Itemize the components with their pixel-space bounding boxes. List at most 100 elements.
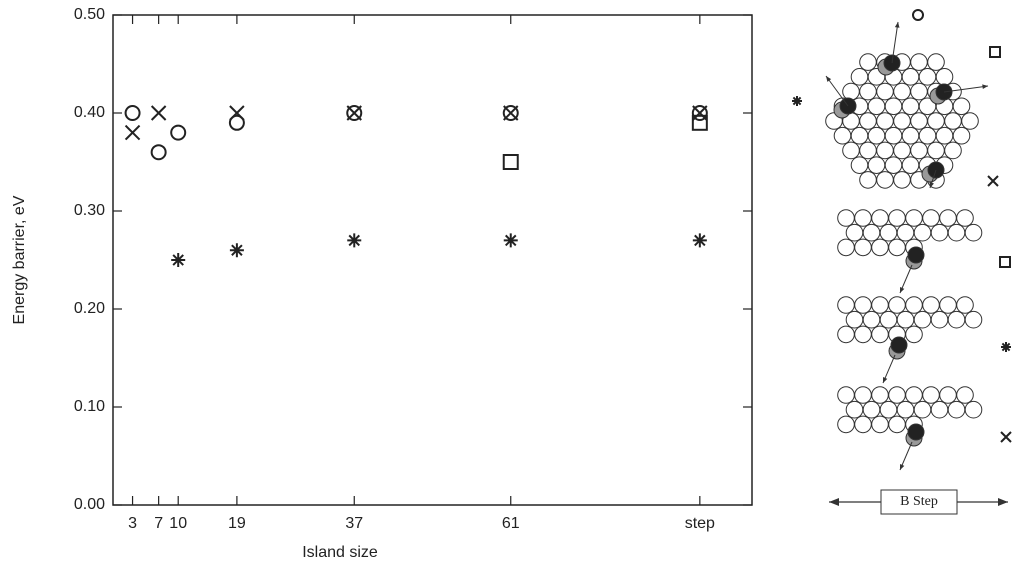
hop-arrow	[891, 21, 899, 64]
y-tick-label: 0.00	[74, 496, 105, 513]
atom	[837, 325, 855, 344]
cross-marker	[503, 105, 519, 121]
atom	[888, 209, 906, 227]
x-axis-title: Island size	[302, 544, 378, 561]
atom	[837, 386, 855, 404]
atom	[930, 310, 949, 329]
atom	[893, 141, 911, 160]
atom	[845, 400, 864, 419]
atom	[922, 296, 940, 314]
y-tick-label: 0.20	[74, 300, 105, 317]
atom	[918, 68, 937, 86]
atom	[876, 82, 894, 101]
atom	[879, 310, 898, 329]
atom	[888, 238, 906, 257]
hop-arrow-head	[929, 182, 934, 188]
atom	[871, 296, 889, 314]
atom	[888, 415, 906, 434]
atom	[871, 209, 889, 227]
atom	[893, 82, 911, 101]
atom	[922, 209, 940, 227]
atom	[890, 336, 908, 354]
atom	[862, 223, 881, 242]
atom	[927, 112, 945, 130]
atom	[859, 141, 877, 160]
x-tick-label: 19	[228, 515, 246, 532]
step-label: B Step	[900, 494, 938, 509]
y-tick-label: 0.30	[74, 202, 105, 219]
atom	[947, 223, 966, 242]
atom	[956, 386, 974, 404]
atom	[910, 141, 928, 160]
atom	[888, 386, 906, 404]
label-box	[880, 489, 958, 515]
atom	[876, 112, 894, 130]
atom	[939, 209, 957, 227]
star-marker	[692, 233, 707, 248]
atom	[854, 296, 872, 314]
hop-arrow-head	[982, 84, 988, 90]
atom	[901, 68, 920, 86]
atom	[854, 386, 872, 404]
y-tick-label: 0.40	[74, 104, 105, 121]
circle-marker	[691, 105, 708, 121]
atom	[854, 325, 872, 344]
atom	[842, 141, 860, 160]
atom	[930, 223, 949, 242]
x-tick-label: 7	[154, 515, 163, 532]
cross-marker	[150, 105, 167, 121]
atom	[888, 296, 906, 314]
atom	[879, 400, 898, 419]
atom	[854, 209, 872, 227]
atom	[876, 141, 894, 160]
square-marker	[502, 154, 519, 170]
atom	[944, 112, 962, 130]
cross-marker	[346, 105, 362, 121]
atom	[845, 310, 864, 329]
atom	[952, 126, 971, 145]
atom	[905, 325, 923, 344]
atom	[901, 156, 920, 174]
atom	[939, 296, 957, 314]
x-tick-label: step	[685, 515, 715, 532]
atom	[867, 126, 886, 145]
hop-arrow-head	[883, 377, 888, 383]
star-marker	[503, 233, 518, 248]
atom	[918, 126, 937, 145]
atom	[842, 82, 860, 101]
y-axis-title: Energy barrier, eV	[11, 195, 28, 324]
atom	[944, 141, 962, 160]
atom	[862, 310, 881, 329]
key-marker	[1001, 342, 1011, 352]
atom	[947, 310, 966, 329]
atom	[910, 53, 928, 71]
y-tick-label: 0.50	[74, 6, 105, 23]
diagram: B Step	[792, 9, 1012, 515]
atom	[876, 171, 894, 189]
atom	[867, 156, 886, 174]
atom	[901, 97, 920, 116]
atom	[859, 53, 877, 71]
atom	[956, 296, 974, 314]
atom	[947, 400, 966, 419]
key-marker	[912, 9, 924, 21]
key-marker	[999, 256, 1011, 268]
atom	[905, 209, 923, 227]
atom	[871, 325, 889, 344]
hop-arrow-head	[900, 464, 905, 470]
hop-arrow-head	[900, 287, 905, 293]
key-marker	[989, 46, 1001, 58]
atom	[896, 310, 915, 329]
atom	[896, 223, 915, 242]
circle-marker	[124, 105, 141, 121]
atom	[884, 156, 903, 174]
atom	[952, 97, 971, 116]
hop-arrow-head	[826, 76, 832, 82]
circle-marker	[170, 124, 187, 141]
atom	[867, 97, 886, 116]
atom	[833, 126, 852, 145]
atom	[927, 141, 945, 160]
plot-frame	[112, 14, 753, 506]
x-tick-label: 3	[128, 515, 137, 532]
atom	[837, 238, 855, 257]
